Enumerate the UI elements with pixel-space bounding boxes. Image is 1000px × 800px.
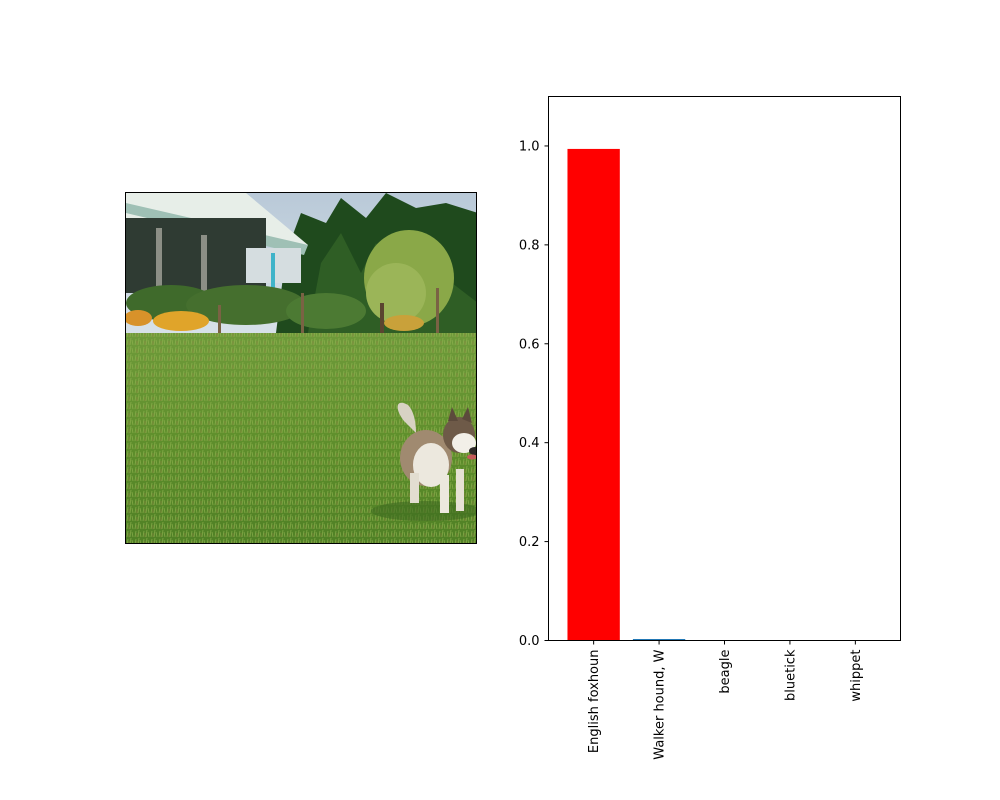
x-axis: English foxhoun Walker hound, W beagle blue… [587, 640, 864, 760]
bar-1 [632, 639, 686, 641]
bars-layer [567, 148, 882, 641]
x-tick-label: English foxhoun [587, 650, 602, 754]
x-tick-label: beagle [718, 649, 733, 693]
y-tick-label: 0.6 [519, 337, 540, 352]
plot-frame [548, 96, 901, 641]
input-photo [125, 192, 477, 544]
y-tick-label: 0.4 [519, 436, 540, 451]
x-tick-label: bluetick [783, 649, 798, 701]
y-tick-label: 0.0 [519, 634, 540, 649]
x-tick-label: Walker hound, W [653, 649, 668, 759]
y-tick-label: 0.2 [519, 535, 540, 550]
y-axis: 0.0 0.2 0.4 0.6 0.8 1.0 [519, 139, 549, 649]
bar-0 [567, 148, 620, 641]
y-tick-label: 1.0 [519, 139, 540, 154]
y-tick-label: 0.8 [519, 238, 540, 253]
photo-of-husky-dog-on-lawn-icon [126, 193, 476, 543]
x-tick-label: whippet [849, 650, 864, 702]
